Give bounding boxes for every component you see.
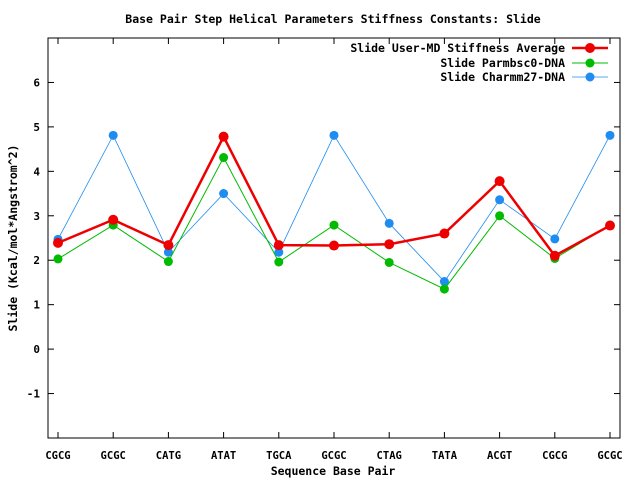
data-point — [219, 189, 229, 199]
series-line — [57, 134, 611, 283]
data-point — [495, 195, 505, 205]
data-point — [384, 239, 395, 250]
plot-area-border — [47, 37, 621, 439]
x-tick-label: CATG — [156, 450, 181, 462]
legend-label: Slide User-MD Stiffness Average — [350, 41, 565, 55]
data-point — [549, 250, 560, 261]
legend-marker — [585, 58, 595, 68]
data-point — [273, 240, 284, 251]
data-point — [163, 240, 174, 251]
series-line — [57, 133, 611, 258]
data-point — [274, 247, 284, 257]
data-point — [329, 130, 339, 140]
data-point — [384, 257, 394, 267]
x-tick-label: GCGC — [597, 450, 622, 462]
data-point — [495, 211, 505, 221]
legend-label: Slide Charmm27-DNA — [440, 70, 565, 84]
y-tick-label: 6 — [33, 76, 40, 89]
y-tick-label: -1 — [27, 388, 41, 401]
data-point — [163, 257, 173, 267]
x-tick-label: CGCG — [45, 450, 70, 462]
y-tick-label: 0 — [33, 343, 40, 356]
data-point — [53, 237, 63, 248]
x-tick-label: ATAT — [211, 450, 236, 462]
data-point — [439, 228, 450, 239]
y-tick-label: 3 — [33, 210, 40, 223]
x-tick-label: TATA — [432, 450, 458, 462]
data-point — [163, 247, 173, 257]
x-tick-label: GCGC — [101, 450, 126, 462]
x-axis-label: Sequence Base Pair — [271, 464, 396, 478]
x-axis: CGCG GCGC CATG ATAT TGCA GCGC CTAG TATA ACGT CGCG… — [45, 38, 623, 462]
series-2 — [53, 130, 615, 287]
data-point — [329, 240, 339, 251]
x-tick-label: GCGC — [321, 450, 346, 462]
y-axis-label: Slide (Kcal/mol*Angstrom^2) — [6, 145, 20, 332]
data-point — [605, 130, 615, 140]
y-tick-label: 4 — [33, 165, 40, 178]
series-0 — [53, 131, 615, 261]
data-point — [550, 234, 560, 244]
data-point — [384, 218, 394, 228]
data-point — [605, 220, 615, 231]
series-1 — [53, 153, 615, 294]
legend-label: Slide Parmbsc0-DNA — [440, 56, 565, 70]
y-tick-label: 1 — [33, 299, 40, 312]
x-tick-label: ACGT — [487, 450, 512, 462]
data-point — [219, 153, 229, 163]
x-tick-label: CGCG — [542, 450, 567, 462]
chart-title: Base Pair Step Helical Parameters Stiffn… — [125, 12, 540, 26]
legend-marker — [585, 72, 595, 82]
y-axis: -1 0 1 2 3 4 5 6 — [27, 76, 620, 401]
data-point — [439, 284, 449, 294]
data-point — [108, 214, 119, 225]
x-tick-label: TGCA — [266, 450, 292, 462]
data-point — [274, 257, 284, 267]
y-tick-label: 2 — [33, 254, 40, 267]
data-point — [218, 131, 229, 142]
y-tick-label: 5 — [33, 121, 40, 134]
series-layer — [53, 130, 615, 294]
legend-marker — [585, 43, 595, 53]
x-tick-label: CTAG — [377, 450, 402, 462]
data-point — [439, 277, 449, 287]
data-point — [494, 176, 505, 187]
data-point — [53, 254, 63, 264]
data-point — [108, 130, 118, 140]
data-point — [329, 220, 339, 230]
